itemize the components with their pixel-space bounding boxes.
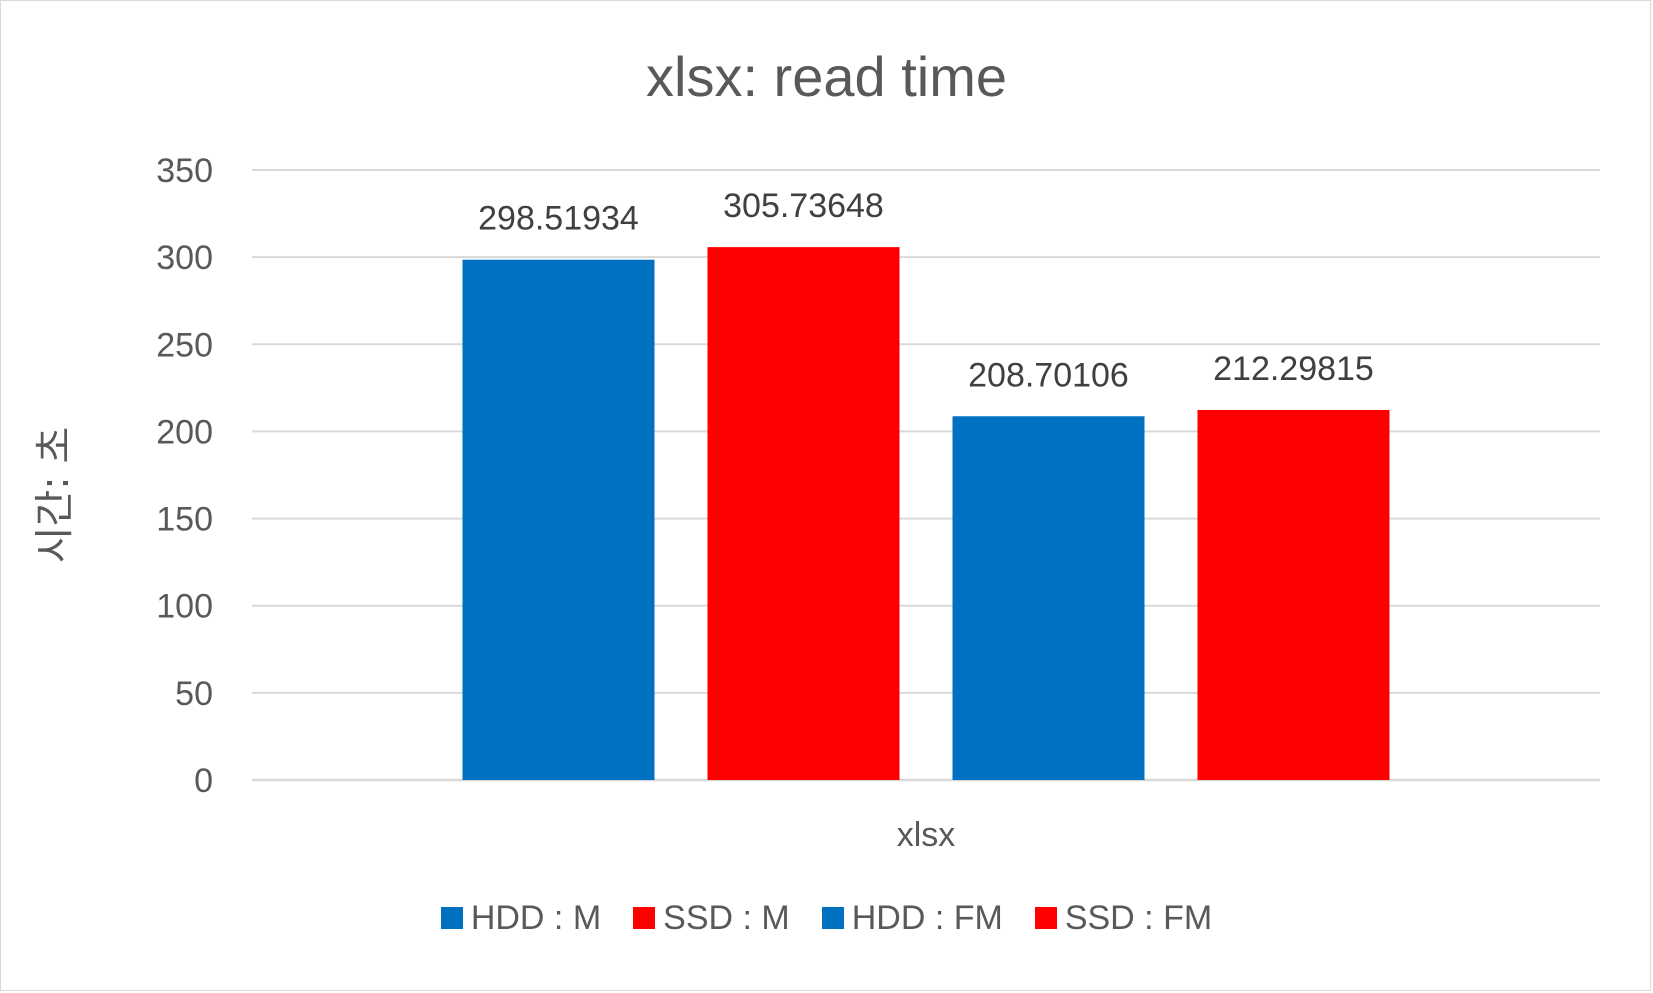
y-tick-label: 100 [156,588,213,626]
legend-label: HDD : M [470,899,602,937]
legend: HDD : M SSD : M HDD : FM SSD : FM [0,898,1653,938]
bar [952,416,1145,780]
x-tick-label: xlsx [897,816,956,854]
legend-item: HDD : FM [821,898,1003,938]
legend-label: SSD : FM [1064,899,1213,937]
data-label: 212.29815 [1213,350,1374,388]
data-label: 208.70106 [968,356,1129,394]
bar [707,247,900,780]
legend-swatch [1034,907,1057,929]
bar [1197,409,1390,780]
y-tick-label: 200 [156,413,213,451]
legend-label: SSD : M [663,899,790,937]
legend-label: HDD : FM [851,899,1003,937]
legend-swatch [633,907,656,929]
legend-item: SSD : FM [1034,898,1213,938]
y-tick-label: 300 [156,239,213,277]
y-tick-label: 250 [156,326,213,364]
legend-swatch [821,907,844,929]
data-label: 305.73648 [723,187,884,225]
y-tick-label: 0 [194,762,213,800]
y-tick-label: 150 [156,501,213,539]
legend-item: HDD : M [440,898,602,938]
legend-item: SSD : M [633,898,790,938]
bar [462,259,655,780]
chart-title: xlsx: read time [646,45,1007,108]
data-label: 298.51934 [478,200,639,238]
legend-swatch [440,907,463,929]
y-tick-label: 350 [156,152,213,190]
y-tick-label: 50 [175,675,213,713]
